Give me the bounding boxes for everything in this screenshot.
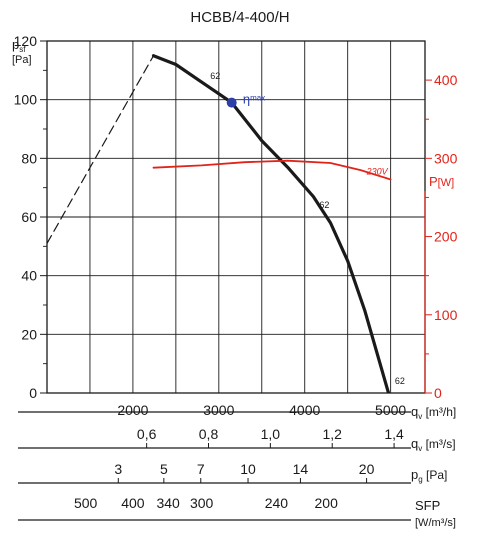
secondary-scales: 2000 3000 4000 5000 qv [m³/h] 0,6 0,8 1,0 1,2 1,4…	[18, 402, 456, 529]
series-power	[152, 159, 392, 181]
eta-max-marker	[226, 97, 237, 108]
scale-unit: [W/m³/s]	[415, 517, 456, 529]
scale-title: qv [m³/s]	[411, 436, 456, 453]
y-axis-title-sub: sf	[19, 45, 26, 54]
annotations: 62 62 62 ηmax	[210, 71, 405, 386]
chart-title: HCBB/4-400/H	[190, 9, 289, 26]
y2-tick-label: 0	[434, 385, 442, 401]
y-axis-ticks: 0 20 40 60 80 100 120	[14, 33, 47, 401]
scale-tick-label: 2000	[117, 402, 148, 418]
grid	[43, 40, 426, 394]
scale-tick-label: 1,0	[261, 426, 281, 442]
scale-tick-label: 200	[315, 495, 339, 511]
annotation-label: 62	[210, 71, 220, 81]
y-tick-label: 0	[29, 385, 37, 401]
y-axis-title: psf [Pa]	[12, 37, 32, 66]
y-tick-label: 80	[21, 150, 37, 166]
scale-tick-label: 3	[114, 461, 122, 477]
scale-tick-label: 500	[74, 495, 98, 511]
scale-tick-label: 5000	[375, 402, 406, 418]
scale-tick-label: 20	[359, 461, 375, 477]
scale-title: pg [Pa]	[411, 467, 447, 484]
y-axis-unit: [Pa]	[12, 54, 32, 66]
scale-tick-label: 7	[197, 461, 205, 477]
annotation-eta-max: ηmax	[243, 92, 265, 107]
series-pressure-extension	[47, 55, 155, 244]
y-tick-label: 20	[21, 326, 37, 342]
y2-axis-title-main: P	[429, 174, 438, 189]
series-pressure	[151, 54, 391, 393]
series-layer: 230V	[47, 54, 392, 393]
scale-tick-label: 4000	[289, 402, 320, 418]
y2-axis-title-unit: [W]	[438, 177, 455, 189]
y2-tick-label: 200	[434, 229, 458, 245]
y-tick-label: 120	[14, 33, 38, 49]
y-axis-title-main: p	[12, 37, 19, 52]
y-tick-label: 40	[21, 268, 37, 284]
scale-tick-label: 0,6	[137, 426, 157, 442]
scale-title: SFP	[415, 498, 440, 513]
annotation-label: 62	[319, 200, 329, 210]
scale-tick-label: 1,2	[322, 426, 342, 442]
y2-axis-title: P[W]	[429, 174, 454, 189]
scale-tick-label: 0,8	[199, 426, 219, 442]
scale-tick-label: 1,4	[384, 426, 404, 442]
y-tick-label: 60	[21, 209, 37, 225]
scale-tick-label: 14	[293, 461, 309, 477]
scale-tick-label: 340	[156, 495, 180, 511]
scale-tick-label: 3000	[203, 402, 234, 418]
y2-tick-label: 400	[434, 72, 458, 88]
y2-tick-label: 100	[434, 307, 458, 323]
y2-axis-ticks: 0 100 200 300 400	[425, 72, 458, 401]
scale-tick-label: 240	[265, 495, 289, 511]
y2-tick-label: 300	[434, 150, 458, 166]
scale-tick-label: 5	[160, 461, 168, 477]
annotation-label: 62	[395, 376, 405, 386]
scale-tick-label: 300	[190, 495, 214, 511]
svg-text:psf: psf	[12, 37, 26, 54]
scale-title: qv [m³/h]	[411, 404, 456, 421]
series-label-power: 230V	[366, 166, 389, 176]
scale-tick-label: 10	[240, 461, 256, 477]
y-tick-label: 100	[14, 92, 38, 108]
scale-tick-label: 400	[121, 495, 145, 511]
